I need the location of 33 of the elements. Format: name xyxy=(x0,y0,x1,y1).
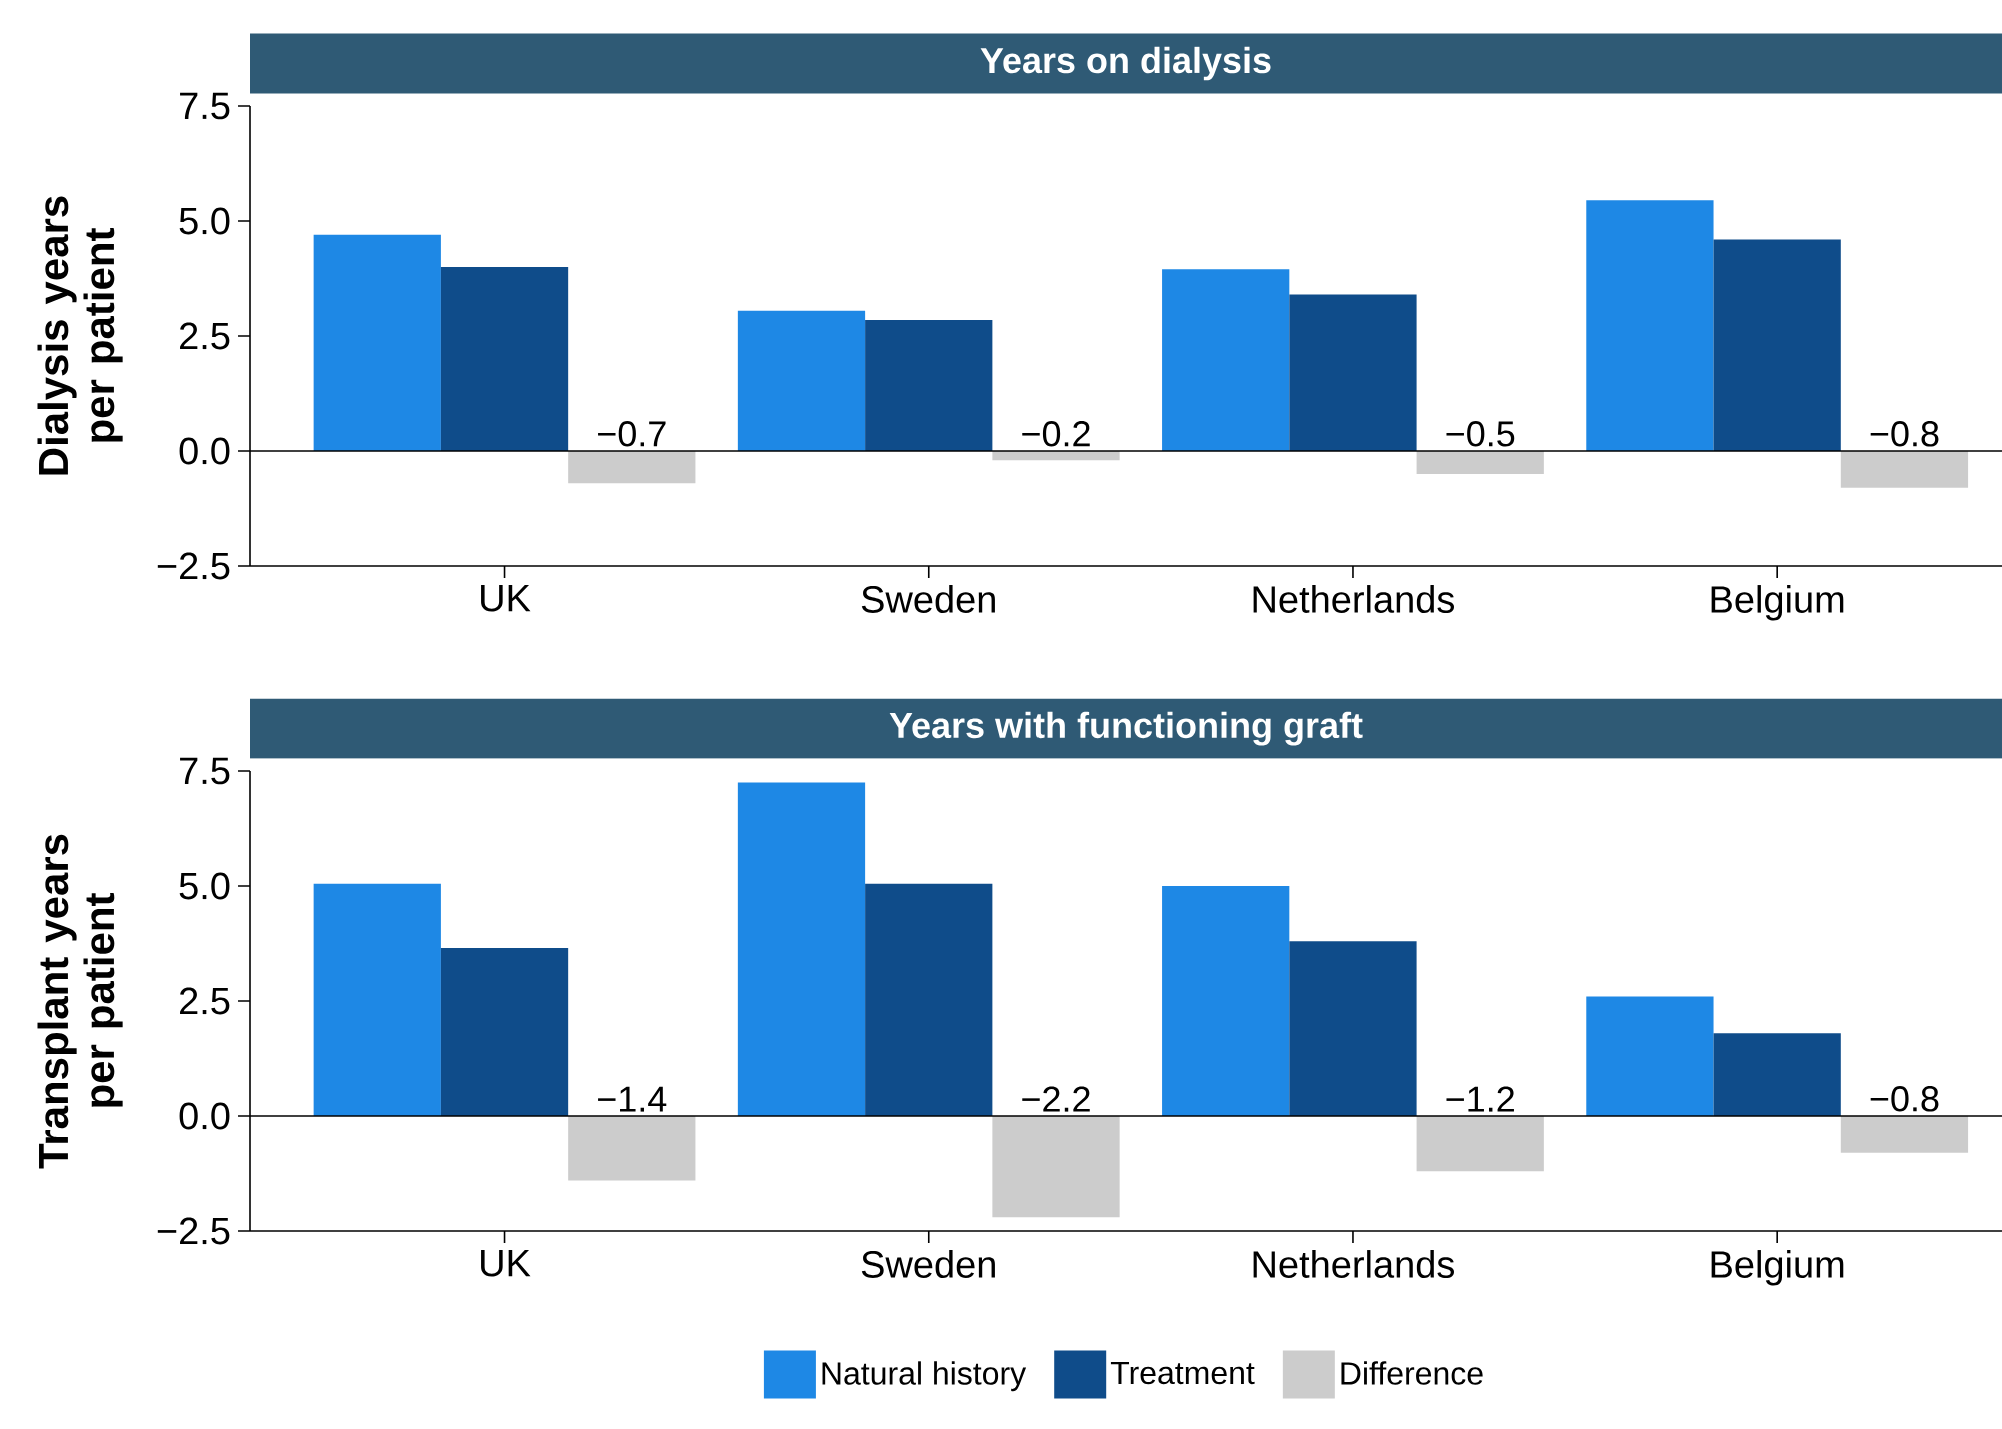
legend-label: Treatment xyxy=(1110,1361,1255,1385)
x-tick-label: Belgium xyxy=(1711,1250,1844,1286)
x-tick-label: Belgium xyxy=(1711,585,1844,621)
legend-label: Natural history xyxy=(822,1361,1027,1392)
y-tick-label: 5.0 xyxy=(179,207,230,235)
data-label: −1.2 xyxy=(1446,1086,1514,1112)
y-tick-label: 7.5 xyxy=(180,92,230,120)
y-tick-label: −2.5 xyxy=(157,1217,230,1245)
data-label: −2.2 xyxy=(1022,1086,1090,1112)
data-label: −0.8 xyxy=(1870,421,1939,447)
y-tick-label: −2.5 xyxy=(157,552,230,580)
y-tick-label: 2.5 xyxy=(180,987,230,1015)
chart-title: Years with functioning graft xyxy=(889,711,1363,746)
x-tick-label: Sweden xyxy=(861,1250,995,1278)
y-tick-label: 0.0 xyxy=(179,437,230,465)
x-tick-label: Sweden xyxy=(861,585,995,613)
y-tick-label: 5.0 xyxy=(179,872,230,900)
data-label: −0.5 xyxy=(1446,421,1515,447)
x-tick-label: Netherlands xyxy=(1253,1250,1454,1278)
data-label: −1.4 xyxy=(598,1086,667,1112)
y-axis-title: Dialysis years per patient xyxy=(37,196,123,475)
data-label: −0.2 xyxy=(1022,421,1090,447)
x-tick-label: UK xyxy=(481,585,531,612)
y-tick-label: 2.5 xyxy=(180,322,230,350)
y-axis-title: Transplant years per patient xyxy=(37,834,123,1169)
legend-label: Difference xyxy=(1341,1361,1483,1385)
data-label: −0.7 xyxy=(598,421,666,447)
x-tick-label: Netherlands xyxy=(1253,585,1454,613)
data-label: −0.8 xyxy=(1870,1086,1939,1112)
y-tick-label: 7.5 xyxy=(180,757,230,785)
x-tick-label: UK xyxy=(481,1250,531,1277)
y-tick-label: 0.0 xyxy=(179,1102,230,1130)
chart-title: Years on dialysis xyxy=(980,46,1271,81)
